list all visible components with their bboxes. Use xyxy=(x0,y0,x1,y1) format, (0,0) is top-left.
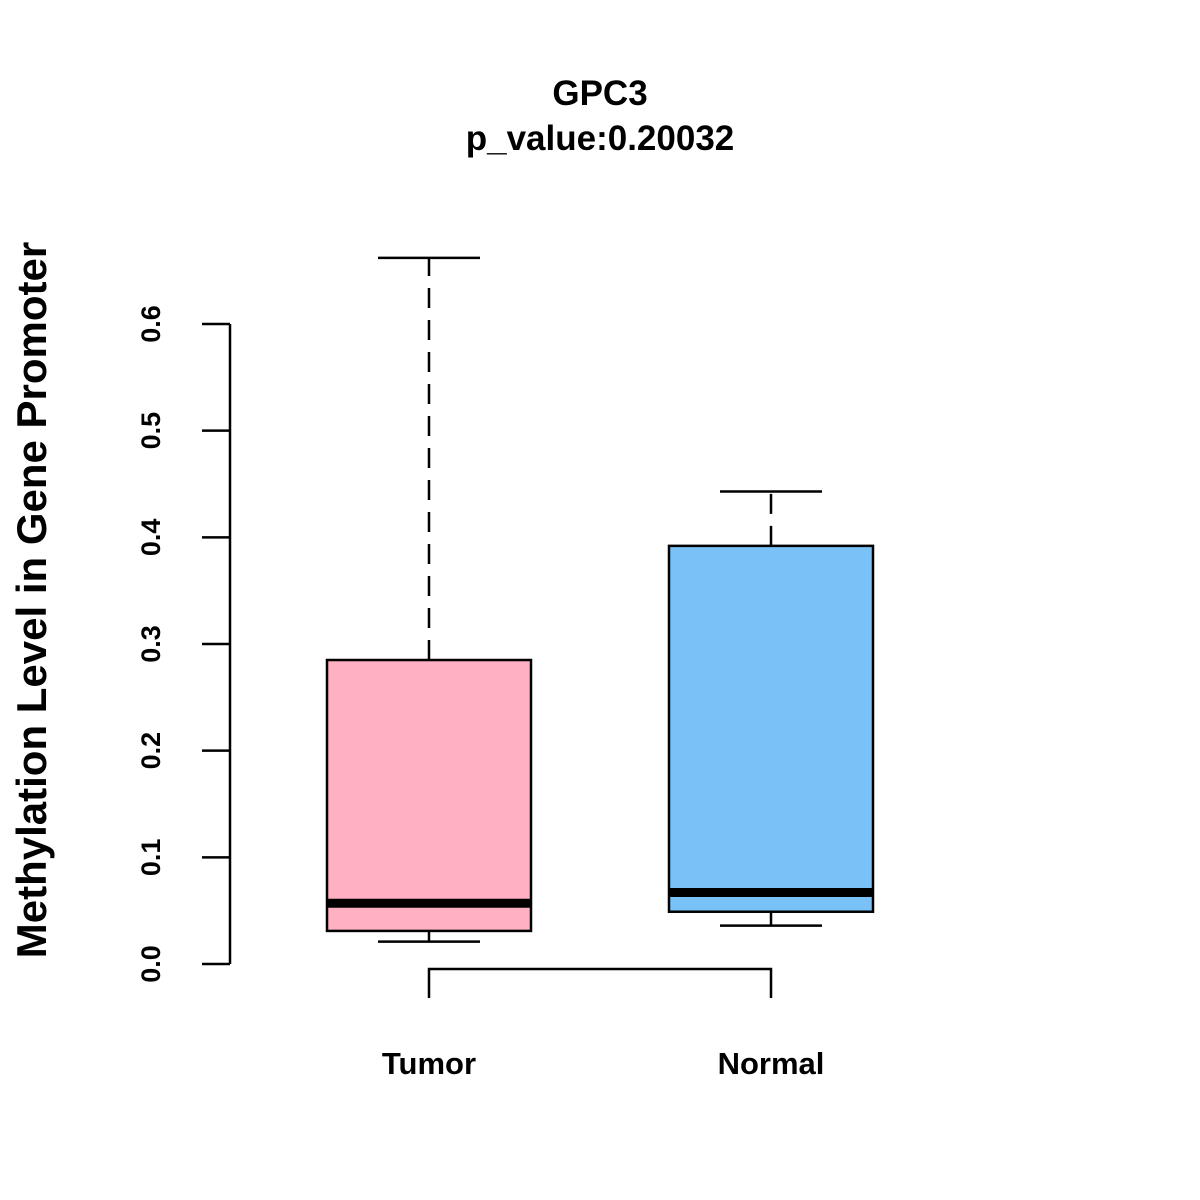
chart-subtitle: p_value:0.20032 xyxy=(466,119,735,158)
tumor-box xyxy=(325,658,533,933)
y-tick-label-0.3: 0.3 xyxy=(136,625,166,663)
normal-category-label: Normal xyxy=(718,1046,825,1081)
y-tick-label-0.4: 0.4 xyxy=(136,519,166,557)
plot-area: 0.0 0.1 0.2 0.3 0.4 0.5 0.6 Tumor Normal xyxy=(136,256,875,1081)
y-axis-title: Methylation Level in Gene Promoter xyxy=(8,242,55,958)
significance-bracket xyxy=(427,967,773,998)
y-tick-label-0.0: 0.0 xyxy=(136,945,166,983)
normal-box xyxy=(667,544,875,913)
y-tick-label-0.5: 0.5 xyxy=(136,412,166,450)
y-tick-label-0.2: 0.2 xyxy=(136,732,166,770)
y-tick-label-0.6: 0.6 xyxy=(136,305,166,343)
tumor-category-label: Tumor xyxy=(382,1046,476,1081)
y-tick-label-0.1: 0.1 xyxy=(136,839,166,877)
chart-title: GPC3 xyxy=(552,74,647,113)
